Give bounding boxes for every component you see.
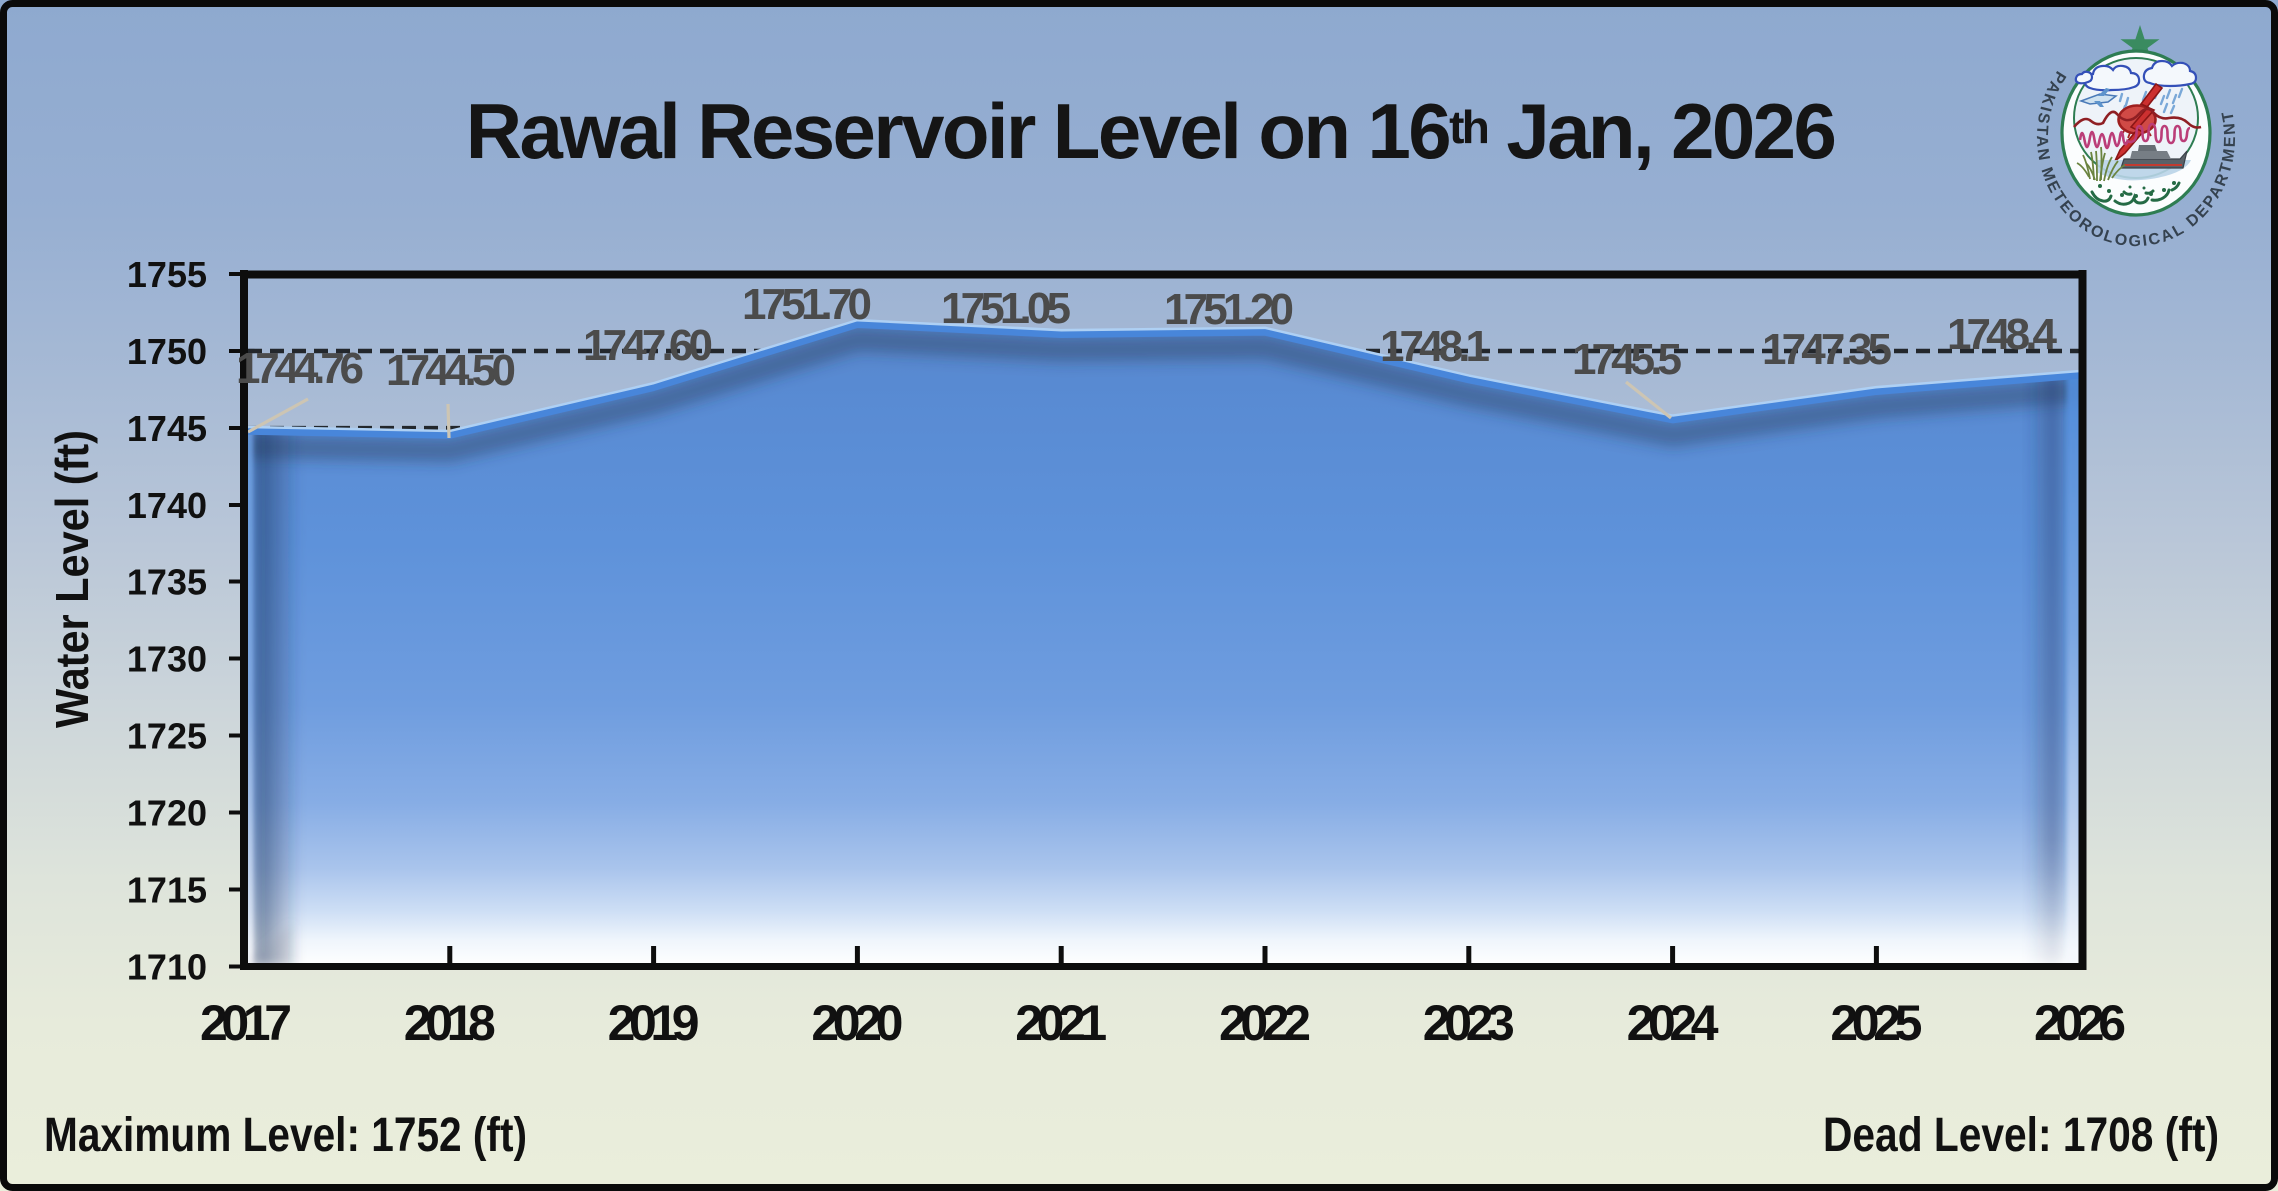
svg-text:1747.60: 1747.60 bbox=[583, 321, 713, 370]
svg-text:1747.35: 1747.35 bbox=[1762, 325, 1892, 374]
svg-text:1755: 1755 bbox=[127, 254, 207, 295]
svg-text:1745: 1745 bbox=[127, 408, 207, 449]
svg-text:1744.76: 1744.76 bbox=[236, 344, 364, 393]
svg-text:2026: 2026 bbox=[2034, 995, 2126, 1051]
svg-text:Maximum Level: 1752 (ft): Maximum Level: 1752 (ft) bbox=[44, 1109, 527, 1162]
svg-text:1710: 1710 bbox=[127, 947, 207, 988]
svg-text:2022: 2022 bbox=[1219, 995, 1311, 1051]
svg-text:1725: 1725 bbox=[127, 716, 207, 757]
svg-text:1744.50: 1744.50 bbox=[386, 346, 516, 395]
svg-text:2023: 2023 bbox=[1423, 995, 1515, 1051]
svg-text:2017: 2017 bbox=[200, 995, 292, 1051]
svg-text:1715: 1715 bbox=[127, 870, 207, 911]
svg-text:1748.1: 1748.1 bbox=[1380, 322, 1490, 371]
svg-text:2024: 2024 bbox=[1627, 995, 1719, 1051]
svg-text:2019: 2019 bbox=[608, 995, 700, 1051]
svg-text:Water Level (ft): Water Level (ft) bbox=[46, 430, 98, 728]
svg-text:Dead Level: 1708 (ft): Dead Level: 1708 (ft) bbox=[1823, 1109, 2219, 1162]
svg-text:1730: 1730 bbox=[127, 639, 207, 680]
svg-text:1745.5: 1745.5 bbox=[1572, 335, 1682, 384]
svg-text:1751.05: 1751.05 bbox=[941, 284, 1071, 333]
svg-text:Rawal Reservoir Level on 16th: Rawal Reservoir Level on 16th Jan, 2026 bbox=[466, 87, 1835, 175]
svg-text:1748.4: 1748.4 bbox=[1947, 310, 2058, 359]
svg-text:2018: 2018 bbox=[404, 995, 496, 1051]
svg-text:1751.70: 1751.70 bbox=[742, 280, 872, 329]
svg-text:1750: 1750 bbox=[127, 331, 207, 372]
svg-text:2020: 2020 bbox=[811, 995, 903, 1051]
svg-text:2021: 2021 bbox=[1015, 995, 1107, 1051]
svg-text:1740: 1740 bbox=[127, 485, 207, 526]
svg-text:1751.20: 1751.20 bbox=[1164, 285, 1294, 334]
svg-text:1720: 1720 bbox=[127, 793, 207, 834]
svg-text:1735: 1735 bbox=[127, 562, 207, 603]
svg-text:2025: 2025 bbox=[1830, 995, 1922, 1051]
